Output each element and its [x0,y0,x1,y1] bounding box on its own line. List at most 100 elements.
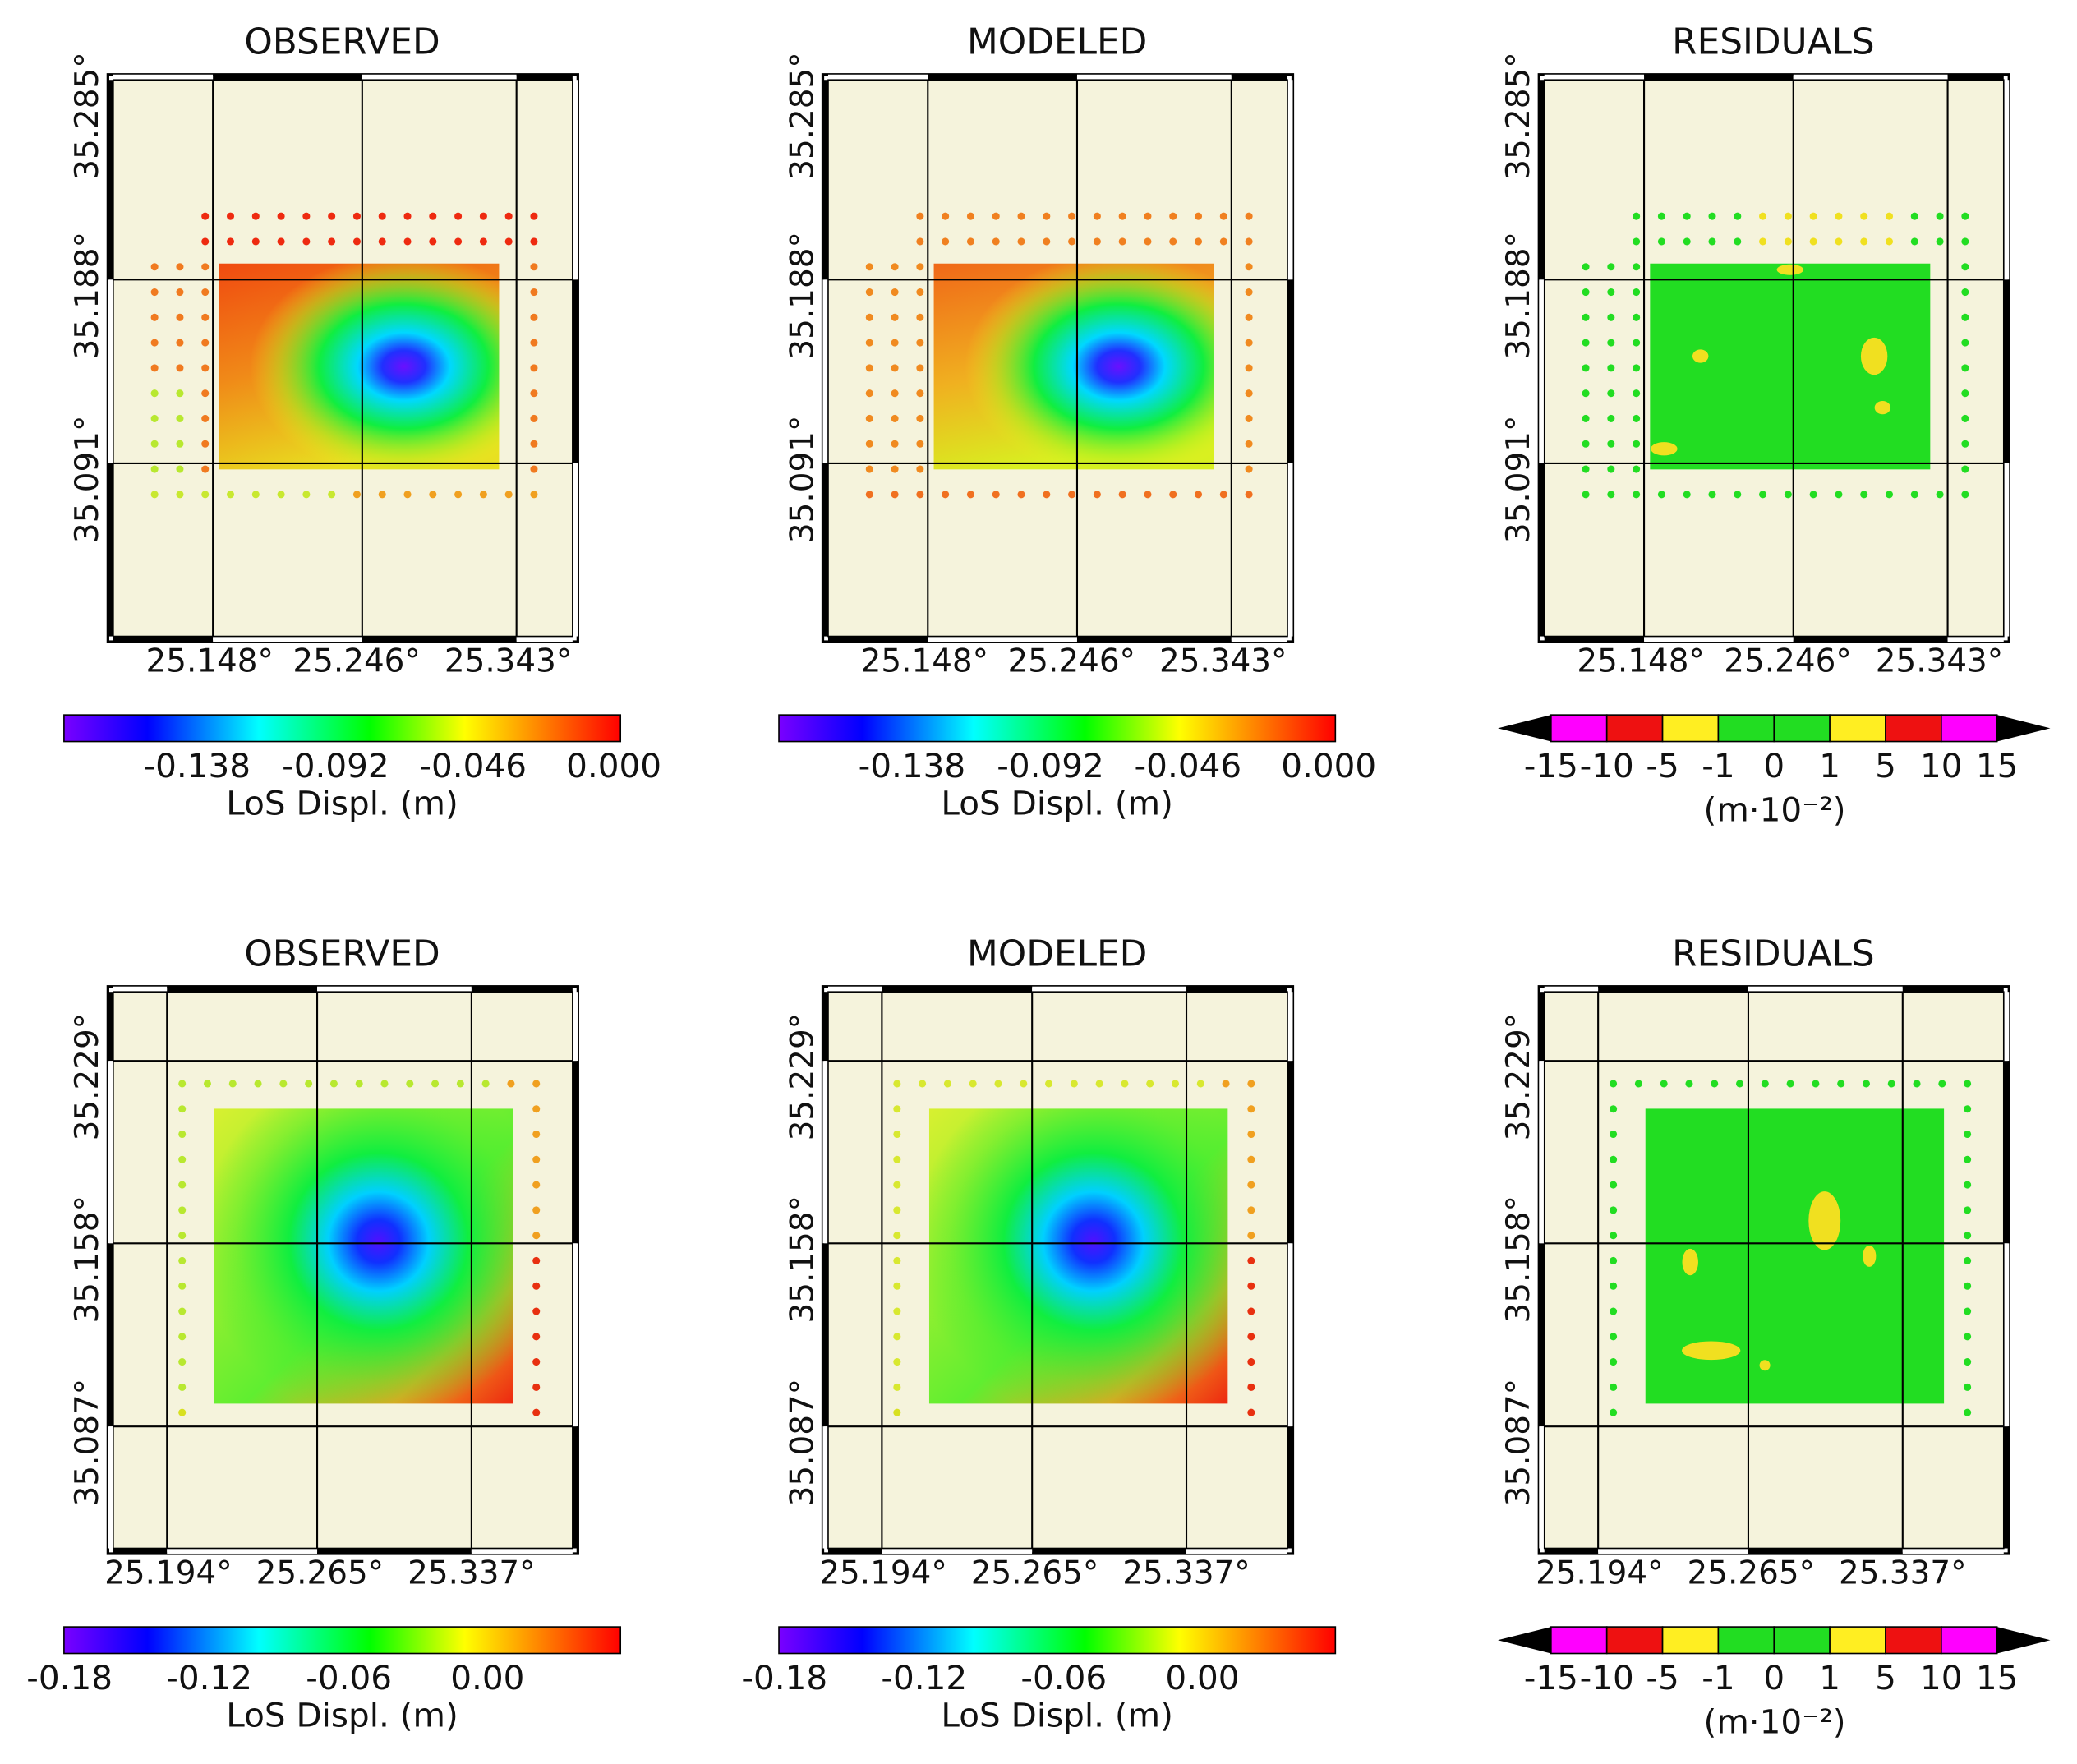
frame-segment [572,80,578,280]
data-point [1936,212,1944,220]
data-point [504,491,513,499]
colorbar-tick-label: 1 [1819,1658,1840,1697]
colorbar-bin [1717,714,1775,743]
data-point [1761,1080,1769,1088]
data-point [504,212,513,220]
lon-tick-label: 25.337° [1122,1554,1250,1591]
colorbar [778,714,1337,743]
colorbar-tick-label: 0.000 [566,746,661,785]
data-point [1607,288,1615,297]
lon-tick-label: 25.265° [971,1554,1098,1591]
frame-segment [2003,80,2010,280]
data-point [1247,1080,1255,1088]
data-point [1633,313,1641,321]
colorbar [63,1626,622,1655]
data-point [530,465,538,473]
residual-patch [1759,1360,1771,1371]
data-point [1222,1080,1230,1088]
data-point [1610,1307,1618,1315]
data-point [150,389,159,398]
data-point [1885,237,1894,246]
frame-segment [827,986,882,993]
lon-tick-label: 25.194° [104,1554,232,1591]
data-point [1734,212,1742,220]
colorbar-extension [1996,1627,2051,1654]
data-point [943,1080,951,1088]
data-point [1860,212,1868,220]
lon-tick-label: 25.148° [1577,643,1704,679]
data-point [1610,1383,1618,1391]
data-point [1607,389,1615,398]
map-panel: RESIDUALS 35.285° 35.188° 35.091° 25.148° 25.… [1498,21,2051,829]
data-point [1964,1256,1972,1264]
data-point [530,212,538,220]
frame-segment [1231,74,1288,81]
data-point [378,237,386,246]
data-point [1194,237,1203,246]
data-point [1582,440,1590,448]
data-point [942,237,950,246]
deformation-lobe [928,1108,1228,1404]
data-point [479,212,487,220]
data-point [1759,237,1767,246]
data-point [228,1080,237,1088]
data-point [532,1408,541,1416]
data-point [1582,339,1590,347]
frame-segment [1544,1548,1599,1554]
data-point [1961,339,1969,347]
colorbar-extension [1996,715,2051,742]
data-point [1245,414,1253,422]
data-point [532,1206,541,1214]
residual-patch [1860,337,1888,375]
frame-segment [2003,279,2010,463]
data-point [865,288,873,297]
lat-tick-label: 35.158° [1500,1195,1537,1323]
frame-segment [113,1548,168,1554]
data-point [378,491,386,499]
data-point [201,491,210,499]
data-point [1964,1282,1972,1290]
data-point [1194,491,1203,499]
frame-segment [1539,1061,1545,1244]
data-point [1582,389,1590,398]
data-point [1860,237,1868,246]
lon-tick-label: 25.194° [1536,1554,1663,1591]
colorbar-tick-label: -0.06 [306,1658,392,1697]
data-point [201,414,210,422]
data-point [891,263,899,271]
data-point [1812,1080,1820,1088]
map-panel: OBSERVED 35.229° 35.158° 35.087° 25.194° 25.2… [26,933,622,1734]
map-panel: OBSERVED 35.285° 35.188° 35.091° 25.148° 25.2… [63,21,661,822]
data-point [1219,491,1227,499]
data-point [1582,364,1590,372]
frame-segment [1748,986,1903,993]
frame-segment [1287,1061,1293,1244]
colorbar-tick-label: 0 [1763,746,1785,785]
lat-tick-label: 35.087° [1500,1379,1537,1506]
colorbar-tick-label: -0.12 [166,1658,252,1697]
map-panel: MODELED 35.229° 35.158° 35.087° 25.194° 25.26… [741,933,1337,1734]
data-point [178,1206,187,1214]
data-point [1245,313,1253,321]
colorbar [63,714,622,743]
data-point [1245,263,1253,271]
data-point [1144,491,1152,499]
colorbar-tick-label: 0.00 [1165,1658,1239,1697]
colorbar-tick-label: -0.092 [997,746,1104,785]
data-point [891,288,899,297]
data-point [1961,237,1969,246]
data-point [277,212,285,220]
frame-segment [317,986,472,993]
data-point [916,491,924,499]
data-point [328,491,336,499]
data-point [403,212,412,220]
data-point [1809,237,1817,246]
data-point [1786,1080,1794,1088]
colorbar-bin [1661,714,1720,743]
colorbar-tick-label: 5 [1875,1658,1896,1697]
data-point [916,288,924,297]
data-point [994,1080,1002,1088]
data-point [891,389,899,398]
data-point [1245,491,1253,499]
frame-segment [827,74,928,81]
